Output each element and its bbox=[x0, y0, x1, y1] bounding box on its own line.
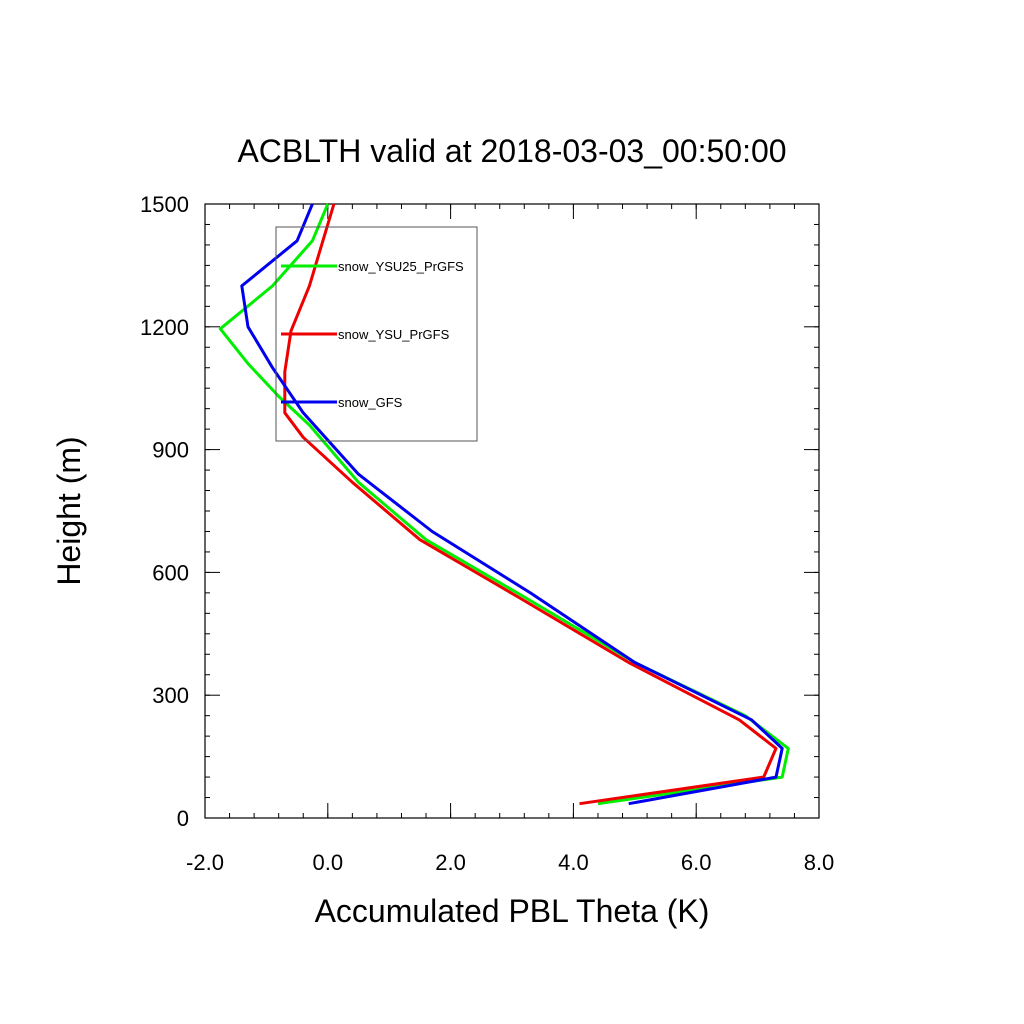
legend-label: snow_YSU_PrGFS bbox=[338, 327, 450, 342]
x-tick-label: 8.0 bbox=[804, 850, 835, 875]
series-line-snow_GFS bbox=[240, 203, 784, 806]
x-tick-label: 4.0 bbox=[558, 850, 589, 875]
x-tick-label: -2.0 bbox=[186, 850, 224, 875]
axis-ticks bbox=[204, 203, 820, 819]
chart-title: ACBLTH valid at 2018-03-03_00:50:00 bbox=[237, 133, 786, 169]
y-tick-label: 1200 bbox=[140, 315, 189, 340]
y-tick-label: 900 bbox=[152, 438, 189, 463]
y-tick-label: 600 bbox=[152, 560, 189, 585]
tick-labels: -2.0 0.0 2.0 4.0 6.0 8.0 0 300 600 900 1200 1500 bbox=[140, 192, 834, 875]
legend: snow_YSU25_PrGFS snow_YSU_PrGFS snow_GFS bbox=[275, 226, 478, 442]
y-tick-label: 0 bbox=[177, 806, 189, 831]
series-line-snow_YSU25_PrGFS bbox=[218, 203, 790, 806]
legend-box bbox=[275, 226, 478, 442]
y-axis-label: Height (m) bbox=[51, 436, 87, 585]
x-axis-label: Accumulated PBL Theta (K) bbox=[315, 893, 710, 929]
x-tick-label: 2.0 bbox=[435, 850, 466, 875]
x-tick-label: 6.0 bbox=[681, 850, 712, 875]
plot-frame bbox=[204, 203, 820, 819]
series-line-snow_YSU_PrGFS bbox=[283, 203, 778, 806]
legend-label: snow_GFS bbox=[338, 395, 403, 410]
legend-label: snow_YSU25_PrGFS bbox=[338, 259, 464, 274]
y-tick-label: 300 bbox=[152, 683, 189, 708]
x-tick-label: 0.0 bbox=[313, 850, 344, 875]
series-layer bbox=[218, 203, 790, 806]
y-tick-label: 1500 bbox=[140, 192, 189, 217]
